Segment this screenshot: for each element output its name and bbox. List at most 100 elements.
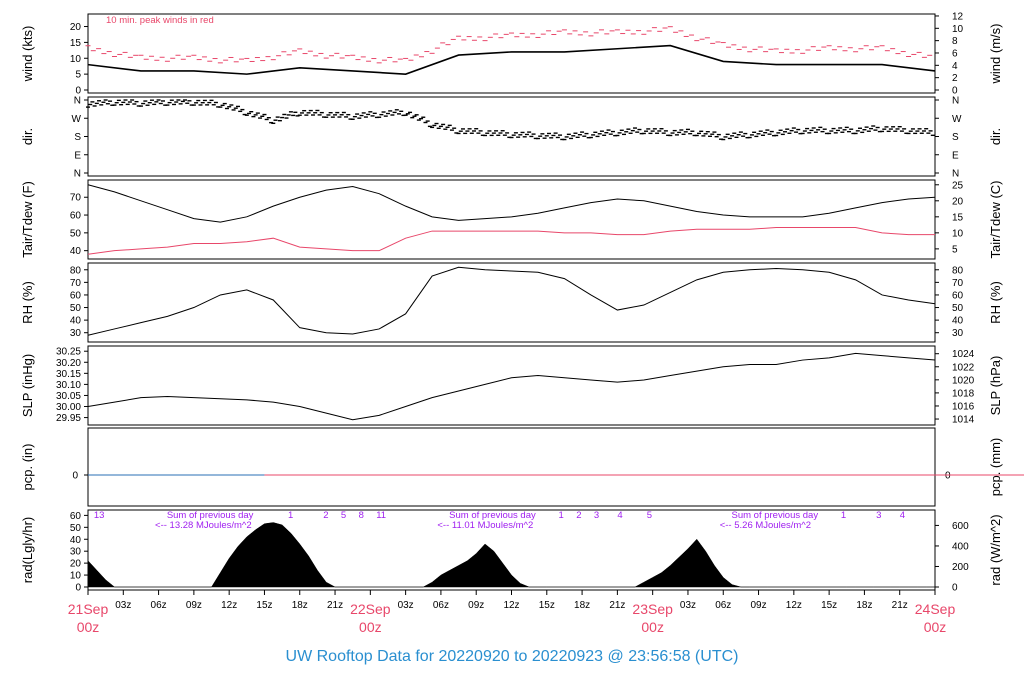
x-date-sublabel: 00z: [924, 619, 947, 635]
rh-ytick-label-right: 60: [952, 290, 964, 301]
page-title: UW Rooftop Data for 20220920 to 20220923…: [285, 648, 739, 665]
wind-ylabel-left: wind (kts): [20, 26, 35, 83]
wind-series-wind: [87, 44, 936, 75]
slp-ytick-label-right: 1022: [952, 362, 975, 373]
x-hour-label: 06z: [151, 600, 167, 611]
rad-annotation: 5: [341, 510, 346, 521]
rh-ytick-label-right: 50: [952, 303, 964, 314]
rh-ytick-label-right: 30: [952, 328, 964, 339]
dir-series-direction: [86, 99, 935, 141]
wind-annotation: 10 min. peak winds in red: [106, 15, 214, 26]
x-hour-label: 09z: [186, 600, 202, 611]
x-date-label: 21Sep: [68, 601, 109, 617]
rad-annotation: 3: [594, 510, 599, 521]
x-hour-label: 21z: [327, 600, 343, 611]
slp-ytick-label-left: 30.25: [56, 347, 81, 358]
slp-ytick-label-right: 1020: [952, 375, 975, 386]
x-hour-label: 15z: [539, 600, 555, 611]
x-date-sublabel: 00z: [359, 619, 382, 635]
rad-ytick-label-left: 30: [70, 547, 82, 558]
temp-ytick-label-right: 25: [952, 180, 964, 191]
dir-ytick-label-right: W: [952, 114, 962, 125]
temp-panel-frame: [87, 179, 936, 260]
rad-ylabel-right: rad (W/m^2): [988, 514, 1003, 585]
slp-ytick-label-left: 30.20: [56, 358, 81, 369]
x-hour-label: 03z: [680, 600, 696, 611]
x-hour-label: 12z: [221, 600, 237, 611]
rad-annotation: 1: [841, 510, 846, 521]
dir-ytick-label-right: N: [952, 169, 959, 180]
wind-ytick-label-right: 2: [952, 73, 958, 84]
temp-ytick-label-right: 5: [952, 244, 958, 255]
dir-ytick-label-right: S: [952, 132, 959, 143]
slp-ytick-label-left: 30.00: [56, 402, 81, 413]
dir-ytick-label-left: W: [72, 114, 82, 125]
temp-ylabel-left: Tair/Tdew (F): [20, 181, 35, 258]
dir-ylabel-right: dir.: [988, 128, 1003, 145]
rad-annotation: 2: [323, 510, 328, 521]
rad-annotation: 3: [876, 510, 881, 521]
rad-ytick-label-right: 600: [952, 521, 969, 532]
rad-annotation: 4: [617, 510, 622, 521]
slp-ytick-label-left: 30.10: [56, 380, 81, 391]
slp-ytick-label-right: 1024: [952, 349, 975, 360]
rad-ytick-label-right: 400: [952, 541, 969, 552]
temp-ytick-label-left: 40: [70, 246, 82, 257]
slp-ytick-label-right: 1018: [952, 388, 975, 399]
slp-ytick-label-left: 29.95: [56, 413, 81, 424]
x-date-label: 24Sep: [915, 601, 956, 617]
slp-ylabel-right: SLP (hPa): [988, 356, 1003, 416]
slp-panel-frame: [87, 345, 936, 426]
rh-series-rh: [87, 266, 936, 336]
dir-ytick-label-left: E: [74, 150, 81, 161]
temp-ytick-label-left: 60: [70, 211, 82, 222]
rad-annotation: <-- 11.01 MJoules/m^2: [437, 520, 533, 531]
x-hour-label: 21z: [609, 600, 625, 611]
rad-ytick-label-right: 0: [952, 583, 958, 594]
x-hour-label: 03z: [115, 600, 131, 611]
temp-ytick-label-right: 15: [952, 212, 964, 223]
x-hour-label: 15z: [256, 600, 272, 611]
wind-ytick-label-right: 12: [952, 11, 964, 22]
rad-annotation: Sum of previous day: [731, 510, 818, 521]
rh-ytick-label-left: 60: [70, 290, 82, 301]
rad-annotation: 5: [647, 510, 652, 521]
dir-ylabel-left: dir.: [20, 128, 35, 145]
dir-ytick-label-right: E: [952, 150, 959, 161]
x-hour-label: 18z: [574, 600, 590, 611]
rad-ytick-label-left: 60: [70, 511, 82, 522]
wind-panel-frame: [87, 13, 936, 94]
x-hour-label: 18z: [292, 600, 308, 611]
rad-annotation: Sum of previous day: [167, 510, 254, 521]
x-hour-label: 15z: [821, 600, 837, 611]
pcp-ylabel-right: pcp. (mm): [988, 438, 1003, 497]
rad-annotation: <-- 13.28 MJoules/m^2: [155, 520, 252, 531]
rad-ylabel-left: rad(Lgly/hr): [20, 517, 35, 583]
rad-ytick-label-left: 20: [70, 559, 82, 570]
pcp-ytick-label-right: 0: [945, 471, 951, 482]
rh-ylabel-right: RH (%): [988, 281, 1003, 324]
wind-ytick-label-right: 8: [952, 36, 958, 47]
x-hour-label: 21z: [892, 600, 908, 611]
rad-ytick-label-left: 0: [75, 583, 81, 594]
x-date-sublabel: 00z: [641, 619, 664, 635]
rad-annotation: 13: [94, 510, 105, 521]
slp-ylabel-left: SLP (inHg): [20, 354, 35, 417]
pcp-panel-frame: [87, 427, 936, 507]
x-hour-label: 12z: [503, 600, 519, 611]
temp-series-tdew: [87, 227, 935, 255]
wind-ylabel-right: wind (m/s): [988, 24, 1003, 85]
temp-ytick-label-left: 70: [70, 193, 82, 204]
rh-panel-frame: [87, 262, 936, 343]
dir-ytick-label-left: N: [74, 96, 81, 107]
dir-ytick-label-left: S: [74, 132, 81, 143]
x-date-sublabel: 00z: [77, 619, 100, 635]
rad-annotation: 4: [900, 510, 905, 521]
pcp-ytick-label-left: 0: [72, 471, 78, 482]
rad-annotation: 2: [576, 510, 581, 521]
rh-ytick-label-right: 70: [952, 278, 964, 289]
rh-ytick-label-right: 40: [952, 316, 964, 327]
slp-ytick-label-left: 30.05: [56, 391, 81, 402]
wind-ytick-label-right: 0: [952, 86, 958, 97]
